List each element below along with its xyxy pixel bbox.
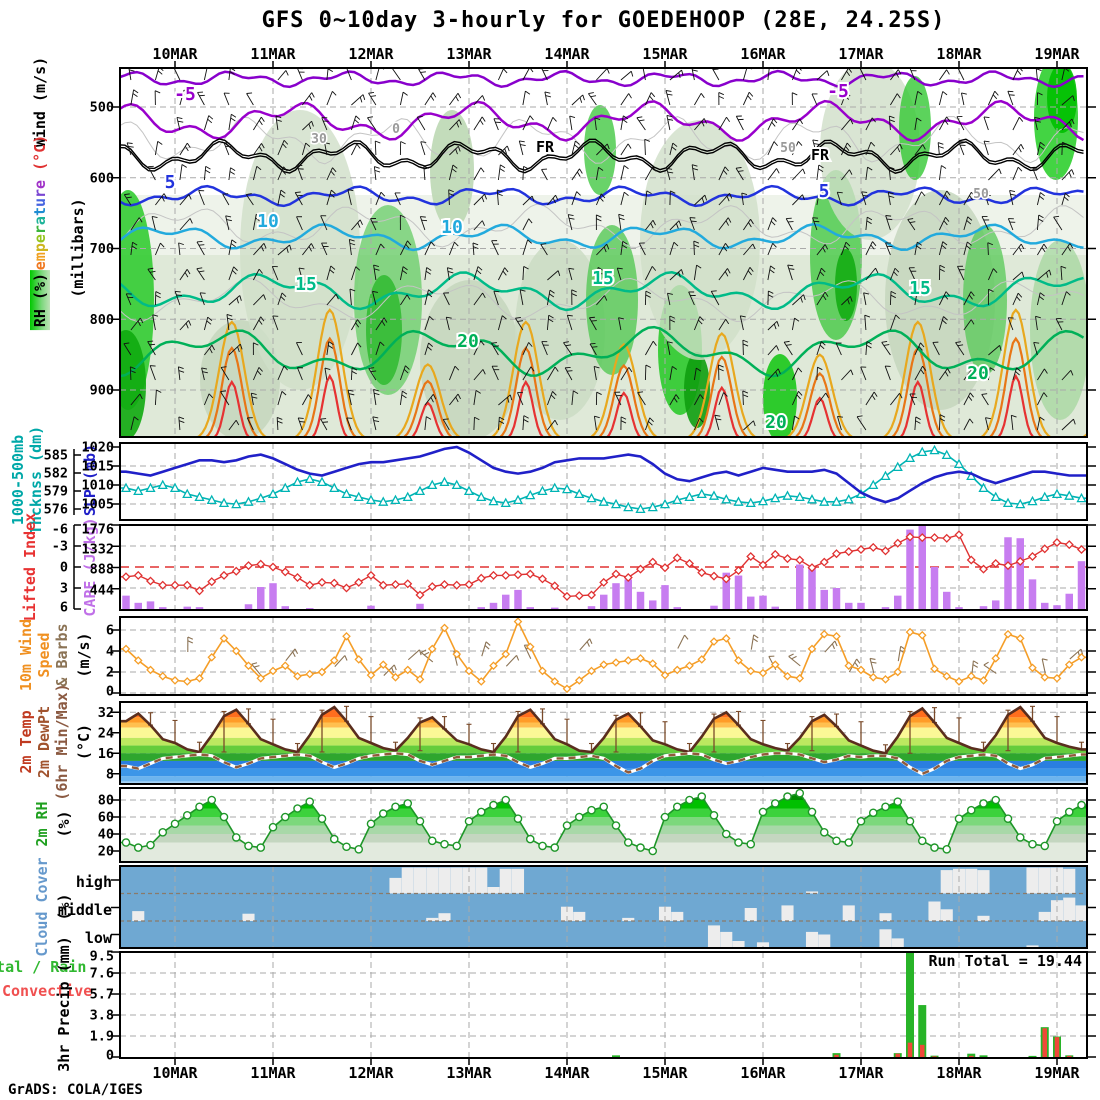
svg-text:6: 6: [106, 623, 114, 639]
svg-text:20: 20: [765, 412, 787, 433]
svg-text:1005: 1005: [81, 497, 114, 513]
rain-total-label: Total / Rain: [0, 958, 87, 976]
svg-text:10: 10: [257, 211, 279, 232]
svg-text:19MAR: 19MAR: [1034, 45, 1080, 63]
svg-text:900: 900: [90, 383, 114, 399]
svg-text:1776: 1776: [81, 522, 114, 538]
svg-text:19MAR: 19MAR: [1034, 1064, 1080, 1082]
panel-temp2m: 32 24 16 8: [98, 701, 1096, 785]
panel-cape-li: 1776 1332 888 444 -6-3 0 3 6: [52, 522, 1096, 616]
svg-text:14MAR: 14MAR: [544, 45, 590, 63]
svg-text:-3: -3: [52, 539, 68, 555]
svg-text:1010: 1010: [81, 478, 114, 494]
svg-text:10MAR: 10MAR: [152, 1064, 198, 1082]
svg-text:11MAR: 11MAR: [250, 1064, 296, 1082]
svg-text:14MAR: 14MAR: [544, 1064, 590, 1082]
svg-text:15MAR: 15MAR: [642, 1064, 688, 1082]
svg-text:-6: -6: [52, 522, 68, 538]
svg-text:579: 579: [44, 484, 68, 500]
svg-text:1332: 1332: [81, 542, 114, 558]
svg-text:FR: FR: [536, 138, 555, 156]
cloud-row-middle: middle: [57, 901, 112, 919]
svg-text:8: 8: [106, 766, 114, 782]
svg-text:582: 582: [44, 466, 68, 482]
svg-text:0: 0: [392, 122, 400, 137]
svg-text:600: 600: [90, 170, 114, 186]
svg-text:16MAR: 16MAR: [740, 45, 786, 63]
svg-text:15: 15: [909, 278, 931, 299]
svg-text:40: 40: [98, 827, 114, 843]
cloud-row-low: low: [84, 929, 112, 947]
panel-cloud-cover: [111, 865, 1096, 949]
panel-wind10m: 6 4 2 0: [106, 616, 1096, 700]
panel-slp-thickness: 1020 1015 1010 1005 585 582 579 576: [44, 440, 1096, 521]
svg-text:24: 24: [98, 725, 114, 741]
svg-text:0: 0: [60, 560, 68, 576]
grads-credit: GrADS: COLA/IGES: [8, 1082, 143, 1098]
page-title: GFS 0~10day 3-hourly for GOEDEHOOP (28E,…: [261, 8, 946, 33]
svg-text:11MAR: 11MAR: [250, 45, 296, 63]
svg-text:800: 800: [90, 312, 114, 328]
svg-text:444: 444: [90, 583, 114, 599]
panel-precip: Run Total = 19.44 9.57.6 5.7 3.8 1.9 0 10MAR 11…: [90, 949, 1096, 1082]
svg-text:6: 6: [60, 600, 68, 616]
svg-text:16MAR: 16MAR: [740, 1064, 786, 1082]
svg-text:FR: FR: [811, 146, 830, 164]
svg-text:700: 700: [90, 241, 114, 257]
svg-text:3.8: 3.8: [90, 1008, 114, 1024]
svg-text:10MAR: 10MAR: [152, 45, 198, 63]
svg-text:3: 3: [60, 581, 68, 597]
svg-text:80: 80: [98, 793, 114, 809]
svg-text:18MAR: 18MAR: [936, 45, 982, 63]
cloud-row-high: high: [75, 873, 112, 891]
svg-text:32: 32: [98, 705, 114, 721]
svg-text:-5: -5: [827, 81, 849, 102]
svg-text:16: 16: [98, 746, 114, 762]
svg-text:9.5: 9.5: [90, 949, 114, 965]
svg-text:4: 4: [106, 644, 114, 660]
convective-label: Convective: [2, 982, 93, 1000]
svg-text:1020: 1020: [81, 440, 114, 456]
svg-text:1015: 1015: [81, 459, 114, 475]
panel-upper-air: 30 0 50 50 -5 -5 FR FR 5 5 10 10 15 15 15 20 20 20 500 600 7…: [90, 45, 1096, 438]
svg-text:0: 0: [106, 1048, 114, 1064]
svg-text:5: 5: [165, 172, 176, 193]
svg-text:20: 20: [98, 844, 114, 860]
svg-text:13MAR: 13MAR: [446, 1064, 492, 1082]
svg-text:12MAR: 12MAR: [348, 1064, 394, 1082]
svg-text:0: 0: [106, 684, 114, 700]
svg-text:18MAR: 18MAR: [936, 1064, 982, 1082]
svg-text:15: 15: [295, 274, 317, 295]
svg-text:10: 10: [441, 217, 463, 238]
svg-text:5: 5: [819, 181, 830, 202]
svg-text:30: 30: [311, 132, 327, 147]
svg-text:500: 500: [90, 100, 114, 116]
svg-text:50: 50: [973, 187, 989, 202]
svg-text:Run Total = 19.44: Run Total = 19.44: [928, 952, 1082, 970]
svg-text:585: 585: [44, 448, 68, 464]
svg-text:20: 20: [967, 363, 989, 384]
svg-text:1.9: 1.9: [90, 1029, 114, 1045]
svg-text:13MAR: 13MAR: [446, 45, 492, 63]
svg-text:12MAR: 12MAR: [348, 45, 394, 63]
svg-text:60: 60: [98, 810, 114, 826]
svg-text:50: 50: [780, 141, 796, 156]
svg-text:15: 15: [592, 268, 614, 289]
svg-text:17MAR: 17MAR: [838, 1064, 884, 1082]
svg-text:-5: -5: [174, 84, 196, 105]
svg-text:7.6: 7.6: [90, 966, 114, 982]
svg-text:888: 888: [90, 562, 114, 578]
svg-text:576: 576: [44, 502, 68, 518]
svg-text:5.7: 5.7: [90, 987, 114, 1003]
svg-text:2: 2: [106, 665, 114, 681]
svg-text:15MAR: 15MAR: [642, 45, 688, 63]
svg-text:20: 20: [457, 331, 479, 352]
svg-text:17MAR: 17MAR: [838, 45, 884, 63]
